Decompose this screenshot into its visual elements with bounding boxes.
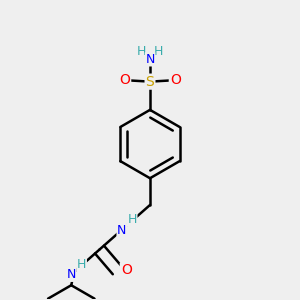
- Text: O: O: [119, 73, 130, 87]
- Text: O: O: [170, 73, 181, 87]
- Text: H: H: [128, 213, 137, 226]
- Text: N: N: [67, 268, 76, 281]
- Text: H: H: [77, 258, 86, 271]
- Text: H: H: [154, 44, 164, 58]
- Text: N: N: [145, 53, 155, 66]
- Text: H: H: [136, 44, 146, 58]
- Text: N: N: [117, 224, 127, 237]
- Text: S: S: [146, 75, 154, 88]
- Text: O: O: [121, 263, 132, 278]
